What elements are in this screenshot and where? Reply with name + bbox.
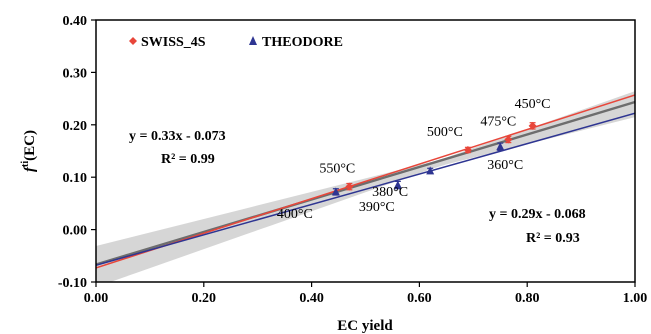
combined-fit-line [96, 100, 635, 266]
y-tick-label: 0.40 [63, 14, 88, 29]
x-tick-label: 0.00 [84, 291, 109, 306]
axis-ticks: 0.00 0.20 0.40 0.60 0.80 1.00-0.100.000.100.2… [58, 14, 647, 306]
y-axis-title-sup: ti [20, 161, 31, 167]
y-tick-label: 0.30 [63, 66, 88, 81]
temperature-label: 380°C [372, 185, 408, 200]
swiss-fit-equation: y = 0.33x - 0.073 [129, 129, 226, 144]
legend-swiss-label: SWISS_4S [141, 35, 206, 50]
theodore-data-point [393, 180, 402, 190]
x-axis-title: EC yield [337, 318, 393, 334]
legend-theodore-label: THEODORE [262, 35, 343, 50]
x-tick-label: 0.40 [299, 291, 324, 306]
swiss-fit-line [96, 94, 635, 269]
theodore-data-point [426, 166, 435, 175]
x-tick-label: 1.00 [623, 291, 648, 306]
data-points [331, 121, 537, 196]
temperature-label: 360°C [487, 158, 523, 173]
y-axis-title: fti(EC) [20, 130, 38, 172]
theodore-fit-annotation: y = 0.29x - 0.068 R² = 0.93 [489, 207, 586, 246]
legend: SWISS_4S THEODORE [129, 35, 343, 50]
y-axis-title-tail: (EC) [22, 130, 38, 161]
fit-lines [96, 94, 635, 269]
swiss-data-point [528, 121, 537, 130]
y-axis-title-main: f [22, 165, 38, 172]
swiss-fit-annotation: y = 0.33x - 0.073 R² = 0.99 [129, 129, 226, 167]
temperature-label: 500°C [427, 125, 463, 140]
swiss-data-point [463, 145, 472, 154]
temperature-label: 550°C [319, 162, 355, 177]
x-tick-label: 0.60 [407, 291, 432, 306]
theodore-fit-line [96, 112, 635, 266]
y-tick-label: 0.20 [63, 119, 88, 134]
legend-theodore-triangle-icon [249, 36, 257, 45]
temperature-label: 475°C [480, 114, 516, 129]
y-tick-label: 0.10 [63, 171, 88, 186]
theodore-fit-equation: y = 0.29x - 0.068 [489, 207, 586, 222]
plot-area-frame [95, 19, 636, 283]
theodore-data-point [331, 187, 340, 196]
theodore-data-point [496, 142, 505, 152]
y-tick-label: 0.00 [63, 224, 88, 239]
temperature-label: 400°C [277, 207, 313, 222]
swiss-fit-r2: R² = 0.99 [161, 152, 215, 167]
swiss-data-point [345, 182, 354, 191]
theodore-fit-r2: R² = 0.93 [526, 231, 580, 246]
legend-swiss-diamond-icon [129, 37, 137, 45]
x-tick-label: 0.80 [515, 291, 540, 306]
y-tick-label: -0.10 [58, 276, 87, 291]
swiss-data-point [504, 135, 513, 144]
temperature-label: 450°C [515, 97, 551, 112]
temperature-label: 390°C [359, 200, 395, 215]
x-tick-label: 0.20 [192, 291, 217, 306]
